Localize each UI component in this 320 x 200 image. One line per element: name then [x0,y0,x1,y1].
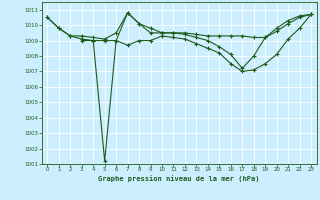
X-axis label: Graphe pression niveau de la mer (hPa): Graphe pression niveau de la mer (hPa) [99,175,260,182]
